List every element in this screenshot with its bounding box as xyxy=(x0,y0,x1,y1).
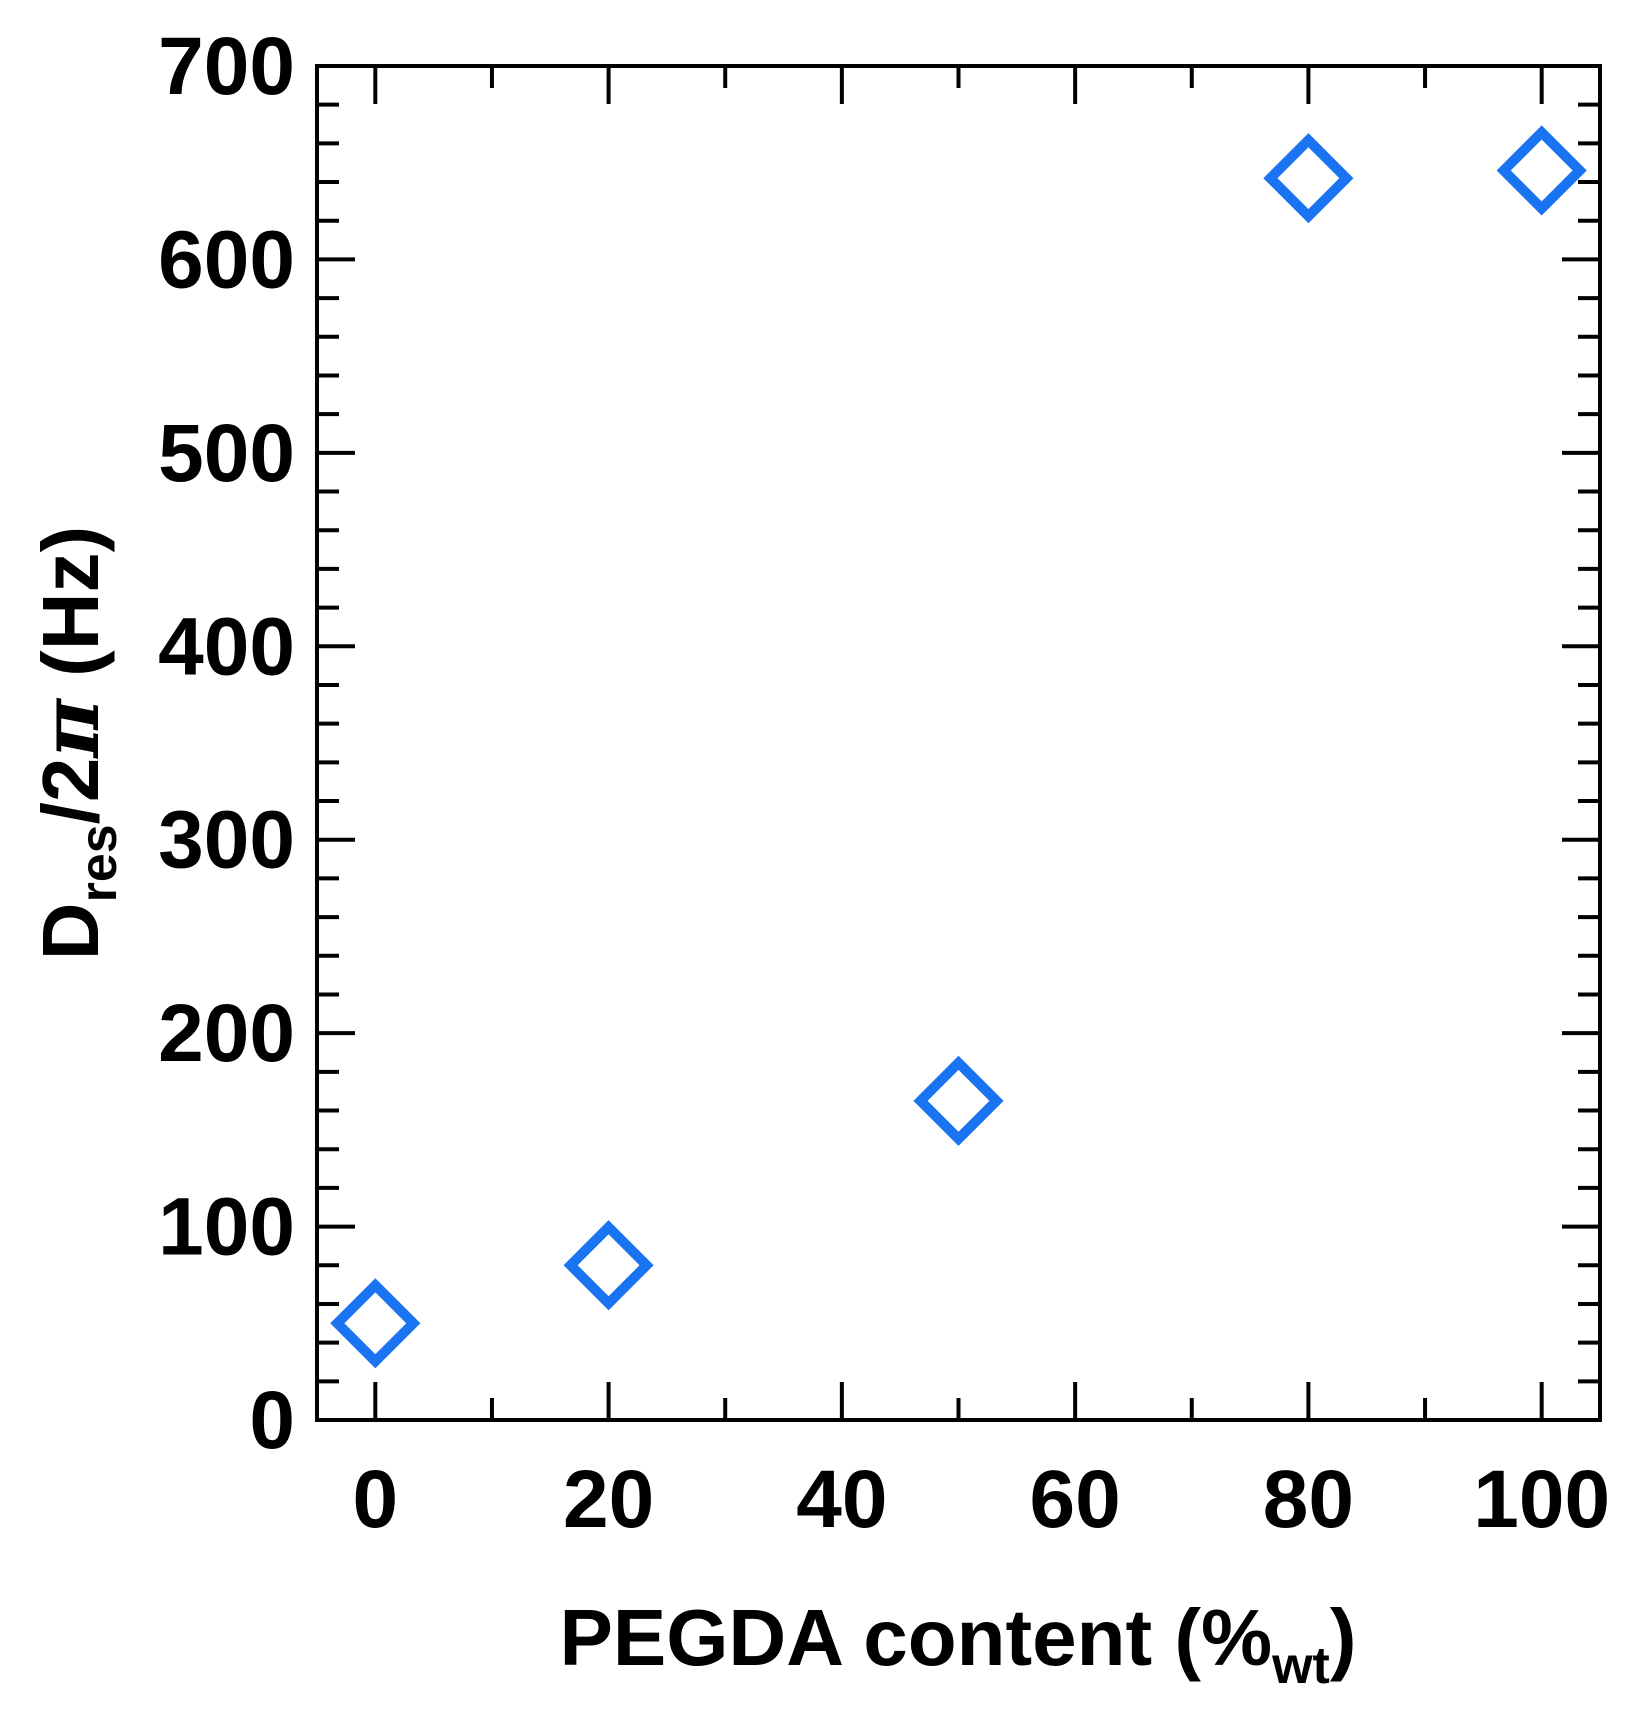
y-tick-label: 500 xyxy=(158,408,295,499)
y-tick-label: 600 xyxy=(158,214,295,305)
x-tick-label: 100 xyxy=(1473,1454,1610,1545)
x-tick-label: 60 xyxy=(1030,1454,1121,1545)
marks-layer xyxy=(330,125,1587,1369)
data-point-diamond xyxy=(1263,133,1354,224)
y-tick-label: 0 xyxy=(249,1375,295,1466)
y-tick-label: 700 xyxy=(158,21,295,112)
y-tick-label: 400 xyxy=(158,601,295,692)
data-point-diamond xyxy=(913,1055,1004,1146)
data-point-diamond xyxy=(1496,125,1587,216)
y-tick-label: 300 xyxy=(158,795,295,886)
x-tick-label: 20 xyxy=(563,1454,654,1545)
x-tick-label: 80 xyxy=(1263,1454,1354,1545)
data-point-diamond xyxy=(563,1220,654,1311)
y-tick-label: 200 xyxy=(158,988,295,1079)
data-point-diamond xyxy=(330,1278,421,1369)
x-tick-label: 40 xyxy=(796,1454,887,1545)
tick-labels-layer: 0 100 200 300 400 500 600 700 0 20 40 60 80 100 xyxy=(158,21,1610,1545)
x-tick-label: 0 xyxy=(353,1454,399,1545)
ticks-layer xyxy=(317,64,1600,1422)
y-axis-label: Dres/2π (Hz) xyxy=(23,526,128,960)
x-axis-label: PEGDA content (%wt) xyxy=(559,1593,1356,1695)
plot-frame xyxy=(315,64,1602,1422)
y-tick-label: 100 xyxy=(158,1182,295,1273)
